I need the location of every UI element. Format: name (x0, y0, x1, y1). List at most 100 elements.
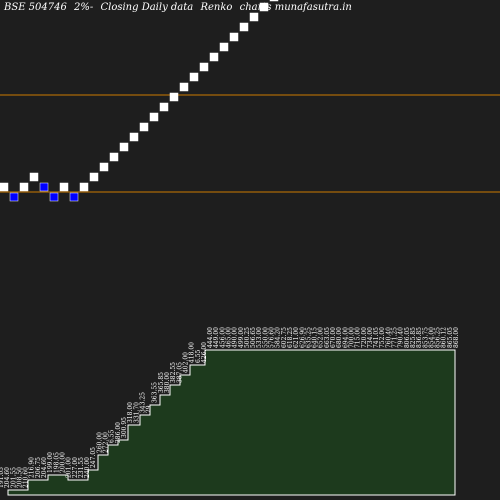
renko-brick-down (49, 192, 59, 202)
price-label: 272.00 (103, 432, 110, 453)
renko-brick-up (159, 102, 169, 112)
renko-brick-up (199, 62, 209, 72)
volume-area (7, 349, 456, 496)
price-label: 210.60 (23, 467, 30, 488)
price-label: 836.85 (416, 327, 423, 348)
price-label: 365.85 (158, 372, 165, 393)
price-label: 825.85 (410, 327, 417, 348)
price-label: 618.25 (287, 327, 294, 348)
chart-kind-text: Renko (199, 2, 232, 13)
price-label: 387.05 (176, 362, 183, 383)
price-label: 240.00 (84, 457, 91, 478)
price-label: 206.75 (35, 457, 42, 478)
price-label: 6.55 (109, 429, 116, 443)
price-label: 199.00 (47, 452, 54, 473)
symbol-text: BSE 504746 (3, 2, 67, 13)
price-label: 382.55 (170, 362, 177, 383)
price-label: 499.00 (238, 327, 245, 348)
price-label: 533.00 (256, 327, 263, 348)
price-label: 621.00 (293, 327, 300, 348)
price-label: 449.00 (213, 327, 220, 348)
renko-brick-up (109, 152, 119, 162)
price-label: 231.55 (78, 457, 85, 478)
price-label: 204.60 (41, 457, 48, 478)
price-label: 865.05 (447, 327, 454, 348)
price-label: 856.25 (435, 327, 442, 348)
renko-brick-up (209, 52, 219, 62)
price-label: 29 (146, 405, 153, 413)
price-label: 6.55 (195, 349, 202, 363)
renko-brick-up (249, 12, 259, 22)
renko-brick-up (189, 72, 199, 82)
description-text: Closing Daily data (100, 2, 193, 13)
renko-brick-up (59, 182, 69, 192)
price-label: 652.00 (318, 327, 325, 348)
price-label: 860.12 (441, 327, 448, 348)
renko-brick-up (149, 112, 159, 122)
renko-brick-up (29, 172, 39, 182)
price-label: 853.75 (422, 327, 429, 348)
price-label: 216.90 (29, 457, 36, 478)
price-label: 198.05 (53, 452, 60, 473)
price-label: 191.05 (0, 467, 5, 488)
chart-header: BSE 504746 2%- Closing Daily data Renko … (3, 2, 352, 13)
price-label: 602.75 (281, 327, 288, 348)
price-label: 247.05 (90, 447, 97, 468)
price-label: 635.25 (305, 327, 312, 348)
renko-bricks (0, 0, 279, 202)
renko-brick-up (89, 172, 99, 182)
price-label: 734.00 (367, 327, 374, 348)
renko-brick-up (179, 82, 189, 92)
renko-brick-up (99, 162, 109, 172)
renko-brick-up (269, 0, 279, 2)
renko-brick-up (139, 122, 149, 132)
price-label: 200.00 (59, 452, 66, 473)
price-label: 402.00 (182, 352, 189, 373)
renko-brick-up (0, 182, 9, 192)
renko-brick-up (129, 132, 139, 142)
price-label: 576.60 (269, 327, 276, 348)
price-label: 868.00 (453, 327, 460, 348)
renko-brick-up (229, 32, 239, 42)
price-labels: 191.05 204.60 201.55 208.50 210.60 216.90 206.… (0, 327, 460, 488)
price-label: 663.05 (324, 327, 331, 348)
renko-brick-up (79, 182, 89, 192)
price-label: 550.00 (262, 327, 269, 348)
price-label: 363.55 (152, 382, 159, 403)
price-label: 456.00 (219, 327, 226, 348)
price-label: 741.05 (373, 327, 380, 348)
renko-brick-down (9, 192, 19, 202)
price-label: 201.00 (66, 457, 73, 478)
renko-brick-up (259, 2, 269, 12)
renko-brick-down (69, 192, 79, 202)
price-label: 286.00 (115, 422, 122, 443)
price-label: 227.00 (72, 457, 79, 478)
renko-brick-up (169, 92, 179, 102)
price-label: 854.00 (428, 327, 435, 348)
price-label: 670.00 (330, 327, 337, 348)
price-label: 694.00 (342, 327, 349, 348)
price-label: 380.00 (164, 372, 171, 393)
price-label: 500.25 (244, 327, 251, 348)
price-label: 506.65 (250, 327, 257, 348)
renko-brick-up (19, 182, 29, 192)
price-label: 426.00 (201, 342, 208, 363)
price-label: 771.25 (392, 327, 399, 348)
price-label: 204.60 (4, 467, 11, 488)
price-label: 260.00 (96, 432, 103, 453)
price-label: 343.25 (139, 392, 146, 413)
price-label: 680.00 (336, 327, 343, 348)
renko-brick-down (39, 182, 49, 192)
price-label: 715.00 (355, 327, 362, 348)
price-label: 760.40 (385, 327, 392, 348)
price-label: 318.00 (127, 402, 134, 423)
price-label: 790.40 (398, 327, 405, 348)
price-label: 490.00 (232, 327, 239, 348)
price-label: 300.95 (121, 417, 128, 438)
price-label: 331.70 (133, 402, 140, 423)
price-label: 465.00 (226, 327, 233, 348)
price-label: 208.50 (16, 467, 23, 488)
price-label: 444.00 (207, 327, 214, 348)
